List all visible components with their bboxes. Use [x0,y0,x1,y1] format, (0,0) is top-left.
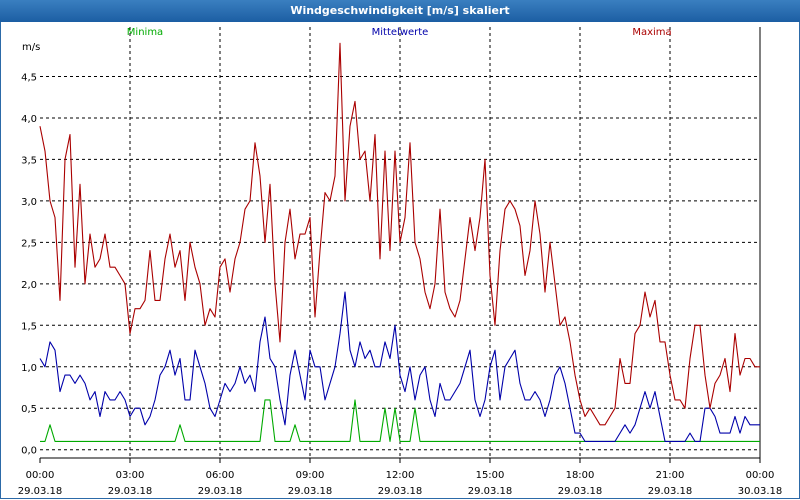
legend-entry-minima: Minima [127,27,163,38]
x-tick-time-label: 09:00 [296,470,325,481]
y-tick-label: 0,5 [21,404,37,415]
x-tick-time-label: 18:00 [566,470,595,481]
x-tick-date-label: 29.03.18 [648,486,693,497]
series-line-minima [40,399,760,442]
y-tick-label: 1,0 [21,363,37,374]
x-tick-date-label: 29.03.18 [558,486,603,497]
series-layer [39,42,760,442]
x-tick-date-label: 29.03.18 [378,486,423,497]
y-axis-unit-label: m/s [22,42,40,53]
x-tick-date-label: 30.03.18 [738,486,783,497]
y-tick-label: 2,0 [21,280,37,291]
x-tick-time-label: 15:00 [476,470,505,481]
x-tick-time-label: 06:00 [206,470,235,481]
x-tick-time-label: 00:00 [746,470,775,481]
grid-layer [40,27,760,458]
x-tick-date-label: 29.03.18 [18,486,63,497]
x-tick-date-label: 29.03.18 [108,486,153,497]
y-tick-label: 3,5 [21,155,37,166]
x-tick-date-label: 29.03.18 [288,486,333,497]
x-tick-time-label: 00:00 [26,470,55,481]
legend-entry-maxima: Maxima [632,27,671,38]
series-line-mittelwerte [39,291,760,442]
series-line-maxima [39,42,760,426]
x-tick-time-label: 21:00 [656,470,685,481]
y-tick-label: 3,0 [21,197,37,208]
axis-layer: 0,0 0,5 1,0 1,5 2,0 2,5 3,0 3,5 4,0 4,5 00:00 29.03… [18,27,783,497]
x-tick-time-label: 03:00 [116,470,145,481]
y-tick-label: 0,0 [21,446,37,457]
x-tick-date-label: 29.03.18 [198,486,243,497]
window-title: Windgeschwindigkeit [m/s] skaliert [0,0,800,22]
y-tick-label: 4,0 [21,114,37,125]
legend-entry-mittelwerte: Mittelwerte [372,27,429,38]
x-tick-date-label: 29.03.18 [468,486,513,497]
y-tick-label: 2,5 [21,238,37,249]
y-tick-label: 4,5 [21,72,37,83]
x-tick-time-label: 12:00 [386,470,415,481]
y-tick-label: 1,5 [21,321,37,332]
legend-layer: Minima Mittelwerte Maxima [127,27,672,38]
